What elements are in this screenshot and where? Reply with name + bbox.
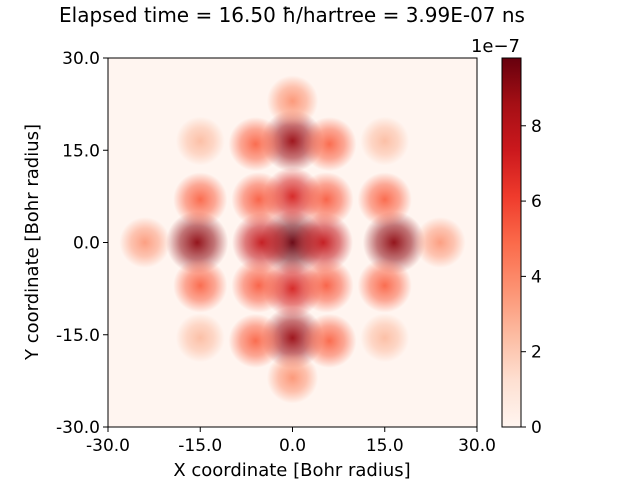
intensity-peak [266, 75, 319, 127]
intensity-peak [302, 116, 357, 172]
colorbar-tick-label: 4 [531, 267, 542, 287]
intensity-peak [299, 258, 354, 313]
intensity-peak [362, 211, 426, 274]
colorbar-tick-label: 6 [531, 192, 542, 212]
y-axis-label: Y coordinate [Bohr radius] [22, 124, 43, 361]
x-tick-label: -30.0 [86, 436, 130, 456]
x-tick-label: 30.0 [458, 436, 496, 456]
y-tick-label: -30.0 [56, 418, 100, 438]
intensity-peak [357, 172, 412, 227]
intensity-peak [302, 313, 357, 369]
y-tick-label: 0.0 [73, 234, 100, 254]
intensity-peak [228, 116, 283, 172]
x-tick-label: -15.0 [178, 436, 222, 456]
intensity-peak [357, 258, 412, 313]
colorbar-gradient [501, 57, 522, 428]
colorbar-tick-label: 0 [531, 418, 542, 438]
intensity-peak [173, 172, 228, 227]
y-tick-label: 30.0 [62, 49, 100, 69]
intensity-peak [119, 217, 171, 268]
x-tick-label: 0.0 [279, 436, 306, 456]
x-axis-ticks: -30.0 -15.0 0.0 15.0 30.0 [86, 427, 496, 456]
intensity-peak [228, 313, 283, 369]
intensity-peak [231, 258, 286, 313]
intensity-blobs [119, 75, 466, 404]
colorbar-tick-label: 2 [531, 343, 542, 363]
intensity-peak [165, 211, 229, 274]
intensity-peak [414, 217, 466, 268]
intensity-peak [360, 313, 410, 363]
intensity-peak [175, 116, 225, 166]
intensity-peak [231, 172, 286, 227]
colorbar-tick-label: 8 [531, 117, 542, 137]
x-axis-label: X coordinate [Bohr radius] [173, 460, 410, 480]
chart-title: Elapsed time = 16.50 ħ/hartree = 3.99E-0… [59, 3, 525, 27]
y-tick-label: -15.0 [56, 326, 100, 346]
intensity-peak [266, 352, 319, 404]
x-tick-label: 15.0 [366, 436, 404, 456]
colorbar-scale-label: 1e−7 [471, 36, 520, 57]
colorbar-ticks: 0 2 4 6 8 [521, 117, 542, 438]
intensity-peak [173, 258, 228, 313]
intensity-peak [231, 212, 292, 273]
y-axis-ticks: -30.0 -15.0 0.0 15.0 30.0 [56, 49, 108, 438]
intensity-peak [360, 116, 410, 166]
heatmap-area [108, 58, 477, 427]
colorbar: 0 2 4 6 8 1e−7 [471, 36, 542, 438]
intensity-peak [175, 313, 225, 363]
y-tick-label: 15.0 [62, 141, 100, 161]
intensity-peak [293, 212, 354, 273]
intensity-peak [299, 172, 354, 227]
